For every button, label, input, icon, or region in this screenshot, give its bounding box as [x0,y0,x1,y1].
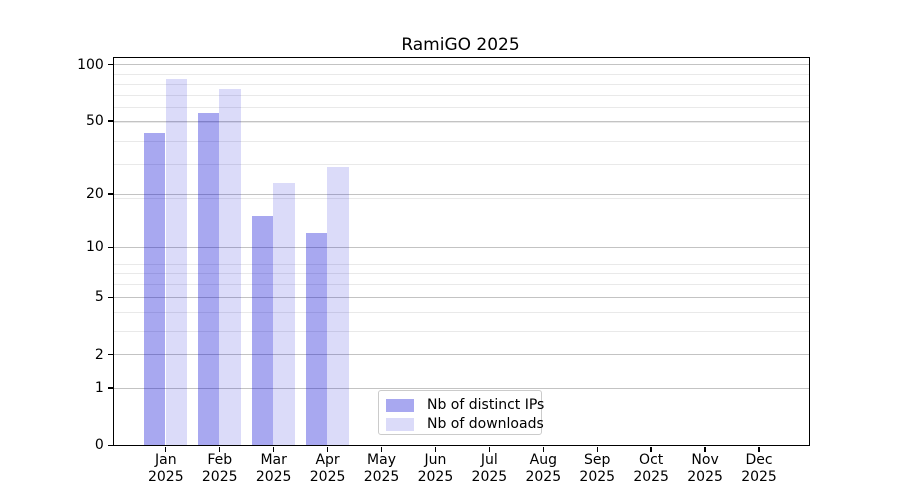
plot-area [113,57,810,446]
x-tick [650,446,652,452]
x-tick-label-month: Mar [260,452,287,468]
bar-downloads-mar [273,182,295,445]
y-tick [107,353,113,356]
x-tick [596,446,598,452]
legend: Nb of distinct IPs Nb of downloads [378,390,545,435]
gridline-minor [114,83,809,85]
gridline-major [114,64,809,66]
legend-item-distinct-ips: Nb of distinct IPs [386,396,545,414]
gridline-major [114,193,809,195]
x-tick-label-year: 2025 [147,469,184,485]
gridline-minor [114,263,809,265]
gridline-minor [114,330,809,332]
x-tick-label-year: 2025 [363,469,400,485]
bar-distinct-ips-apr [305,233,328,445]
y-tick [107,444,113,446]
gridline-minor [114,312,809,314]
y-tick [107,246,113,249]
gridline-major [114,120,809,122]
y-tick [107,296,113,299]
bar-distinct-ips-feb [197,112,220,445]
y-tick [107,63,113,66]
x-tick [272,446,275,452]
x-tick-label-year: 2025 [687,469,723,485]
bar-distinct-ips-jan [143,132,166,445]
chart-title: RamiGO 2025 [401,35,520,55]
x-tick [434,446,437,452]
x-tick [758,446,760,452]
y-tick-label: 2 [94,346,104,363]
bar-downloads-feb [219,88,242,445]
x-tick-label-year: 2025 [255,469,292,485]
gridline-major [114,247,809,249]
x-tick [488,446,491,452]
y-tick-label: 20 [85,186,104,203]
gridline-major [114,297,809,299]
gridline-minor [114,107,809,109]
y-tick [107,387,113,389]
x-tick [542,446,544,452]
x-tick-label-month: Jan [155,452,177,468]
bar-downloads-jan [165,78,188,445]
legend-label-distinct-ips: Nb of distinct IPs [427,397,545,413]
x-tick-label-year: 2025 [525,469,562,485]
x-tick-label-year: 2025 [309,469,346,485]
x-tick-label-month: Nov [691,452,719,468]
x-tick-label-month: Aug [529,452,557,468]
y-tick-label: 100 [77,56,104,73]
x-tick-label-year: 2025 [579,469,616,485]
x-tick-label-month: Apr [315,452,340,468]
x-tick-label-year: 2025 [201,469,238,485]
x-tick-label-month: Sep [584,452,611,468]
legend-swatch-downloads [386,417,414,431]
y-tick-label: 10 [85,239,104,256]
bar-distinct-ips-mar [251,216,274,445]
x-tick-label-month: Jul [480,452,498,468]
gridline-minor [114,284,809,286]
x-tick-label-month: May [367,452,396,468]
legend-item-downloads: Nb of downloads [386,415,544,433]
gridline-major [114,387,809,389]
x-tick [704,446,706,452]
x-tick-label-year: 2025 [471,469,508,485]
gridline-minor [114,122,809,124]
gridline-minor [114,73,809,75]
y-tick-label: 5 [94,289,104,306]
x-tick [380,446,383,452]
legend-label-downloads: Nb of downloads [427,416,544,432]
x-tick-label-month: Oct [639,452,664,468]
x-tick [326,446,329,452]
gridline-minor [114,164,809,166]
x-tick [219,446,221,452]
y-tick [107,193,113,195]
x-tick-label-year: 2025 [633,469,669,485]
gridline-minor [114,197,809,199]
y-tick-label: 0 [94,437,104,454]
y-tick-label: 1 [94,380,104,397]
x-tick-label-month: Dec [745,452,773,468]
y-tick-label: 50 [85,112,104,129]
x-tick-label-month: Jun [424,452,447,468]
legend-swatch-distinct-ips [386,398,414,412]
gridline-minor [114,140,809,142]
x-tick [165,446,167,452]
x-tick-label-year: 2025 [417,469,454,485]
gridline-minor [114,273,809,275]
x-tick-label-year: 2025 [741,469,777,485]
gridline-minor [114,94,809,96]
y-tick [107,120,113,122]
bar-downloads-apr [327,167,349,445]
gridline-major [114,354,809,356]
x-tick-label-month: Feb [207,452,233,468]
